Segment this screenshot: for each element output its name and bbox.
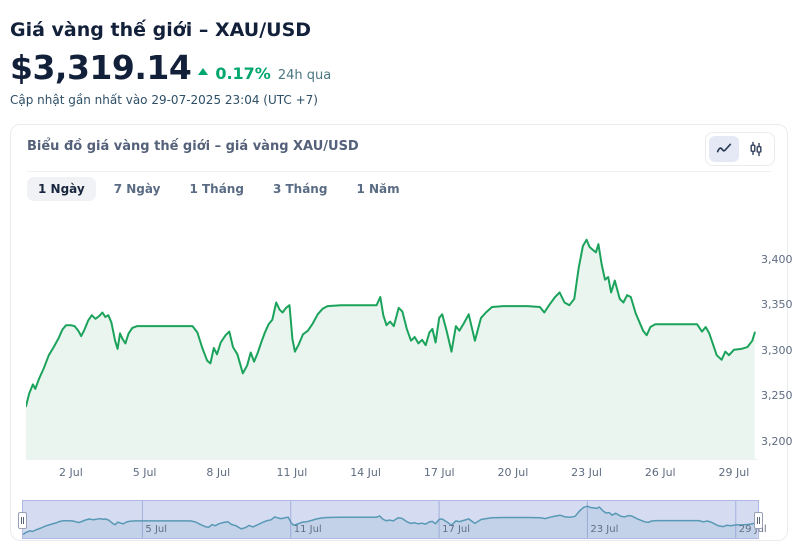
x-axis-tick-label: 17 Jul xyxy=(423,466,455,479)
x-axis-tick-label: 14 Jul xyxy=(350,466,381,479)
navigator-tick-label: 23 Jul xyxy=(590,524,619,535)
line-chart-button[interactable] xyxy=(709,136,739,162)
navigator-area-fill xyxy=(23,506,757,538)
navigator-tick-label: 17 Jul xyxy=(442,524,471,535)
tab-7-ngay[interactable]: 7 Ngày xyxy=(103,177,172,201)
page-title: Giá vàng thế giới – XAU/USD xyxy=(10,18,312,41)
change-period: 24h qua xyxy=(277,68,332,83)
price-value: $3,319.14 xyxy=(10,48,192,87)
navigator-tick-label: 29 Jul xyxy=(738,524,767,535)
chart-type-toggle xyxy=(705,132,775,166)
x-axis-tick-label: 5 Jul xyxy=(132,466,157,479)
tab-1-nam[interactable]: 1 Năm xyxy=(345,177,410,201)
chart-card-title: Biểu đồ giá vàng thế giới – giá vàng XAU… xyxy=(27,139,359,154)
y-axis-tick-label: 3,350 xyxy=(761,298,793,312)
navigator-left-handle[interactable] xyxy=(18,511,27,529)
y-axis-tick-label: 3,400 xyxy=(761,252,793,266)
navigator[interactable]: 5 Jul 11 Jul 17 Jul 23 Jul 29 Jul xyxy=(18,500,767,539)
tab-3-thang[interactable]: 3 Tháng xyxy=(262,177,339,201)
y-axis-tick-label: 3,200 xyxy=(761,434,793,448)
tab-1-ngay[interactable]: 1 Ngày xyxy=(27,177,96,201)
navigator-series xyxy=(22,505,758,536)
last-updated: Cập nhật gần nhất vào 29-07-2025 23:04 (… xyxy=(10,93,318,107)
x-axis-tick-label: 8 Jul xyxy=(206,466,231,479)
x-axis-tick-label: 2 Jul xyxy=(59,466,83,479)
x-axis-line xyxy=(26,459,758,460)
navigator-right-handle[interactable] xyxy=(754,511,763,529)
x-axis-tick-label: 20 Jul xyxy=(497,466,529,479)
y-axis-tick-label: 3,250 xyxy=(761,389,793,403)
x-axis-tick-label: 23 Jul xyxy=(571,466,602,479)
navigator-tick-label: 11 Jul xyxy=(293,524,322,535)
navigator-mask xyxy=(23,501,758,538)
x-axis-tick-label: 26 Jul xyxy=(644,466,676,479)
x-axis-tick-label: 29 Jul xyxy=(718,466,750,479)
price-line-series xyxy=(26,238,756,408)
line-chart-icon xyxy=(715,140,733,158)
change-percent: 0.17% xyxy=(215,64,271,83)
x-axis-tick-label: 11 Jul xyxy=(276,466,308,479)
card-divider xyxy=(27,171,771,172)
navigator-tick-label: 5 Jul xyxy=(145,524,168,535)
candlestick-chart-icon xyxy=(747,140,765,158)
range-tabs: 1 Ngày 7 Ngày 1 Tháng 3 Tháng 1 Năm xyxy=(27,177,411,201)
candlestick-chart-button[interactable] xyxy=(741,136,771,162)
navigator-chart xyxy=(22,501,758,538)
arrow-up-icon xyxy=(198,68,209,75)
y-axis-tick-label: 3,300 xyxy=(761,343,793,357)
price-chart-plot[interactable] xyxy=(26,216,756,459)
price-row: $3,319.14 0.17% 24h qua xyxy=(10,48,331,87)
price-area-fill xyxy=(26,239,755,459)
tab-1-thang[interactable]: 1 Tháng xyxy=(178,177,255,201)
chart-card: Biểu đồ giá vàng thế giới – giá vàng XAU… xyxy=(10,124,793,541)
